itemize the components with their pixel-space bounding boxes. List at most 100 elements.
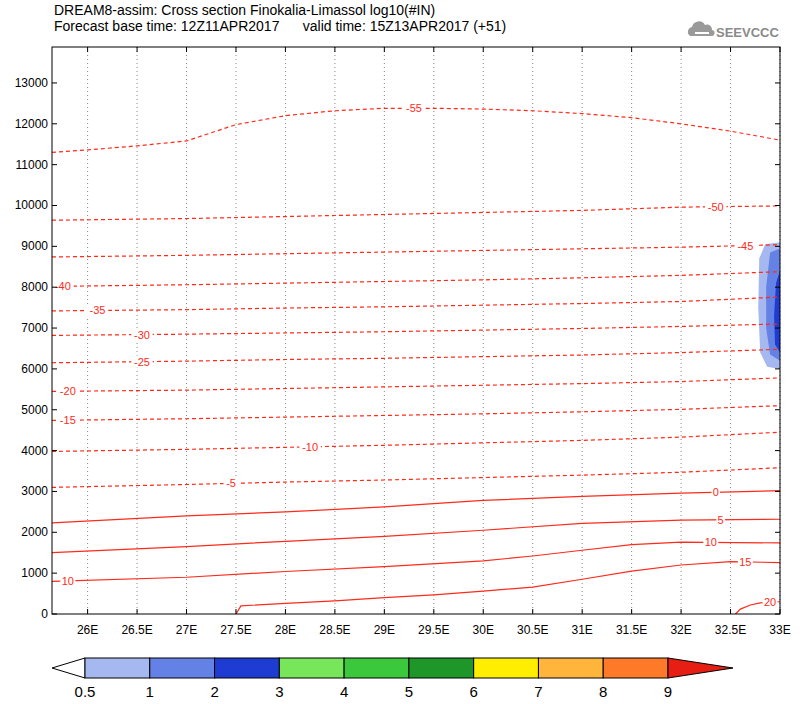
x-tick — [384, 609, 385, 614]
plot-area — [52, 108, 780, 614]
y-tick — [775, 614, 780, 615]
x-tick — [235, 609, 236, 614]
grid-line — [532, 47, 533, 614]
x-tick — [483, 609, 484, 614]
contour-label-bg — [735, 240, 757, 252]
x-tick — [334, 47, 335, 52]
y-tick — [775, 409, 780, 410]
y-tick — [775, 123, 780, 124]
contour-line — [236, 562, 780, 614]
x-tick — [582, 609, 583, 614]
colorbar-segment — [150, 658, 215, 678]
grid-line — [384, 47, 385, 614]
y-tick-label: 10000 — [15, 198, 49, 212]
x-tick — [681, 47, 682, 52]
contour-label-bg — [52, 280, 73, 292]
x-tick — [186, 609, 187, 614]
y-tick-label: 13000 — [15, 76, 49, 90]
colorbar-arrow — [668, 658, 733, 678]
contour-label: 20 — [764, 596, 776, 608]
x-tick — [137, 609, 138, 614]
contour-label: 0 — [713, 486, 719, 498]
y-tick — [52, 573, 57, 574]
x-tick — [186, 47, 187, 52]
y-tick — [52, 328, 57, 329]
x-tick-label: 31.5E — [616, 623, 647, 637]
contour-line — [52, 297, 780, 311]
contour-label-bg — [711, 486, 720, 498]
y-tick-label: 9000 — [21, 239, 48, 253]
contour-line — [52, 542, 780, 581]
y-tick — [52, 123, 57, 124]
y-tick-label: 6000 — [21, 362, 48, 376]
y-tick — [775, 491, 780, 492]
x-tick-label: 31E — [571, 623, 592, 637]
x-tick — [582, 47, 583, 52]
contour-label: 10 — [705, 536, 717, 548]
y-tick-label: 5000 — [21, 403, 48, 417]
colorbar-arrow — [52, 658, 85, 678]
grid-line — [334, 47, 335, 614]
contour-label-bg — [299, 441, 321, 453]
colorbar-segment — [603, 658, 668, 678]
plot-frame — [52, 47, 780, 614]
x-tick — [631, 47, 632, 52]
contour-label-bg — [703, 536, 718, 548]
x-tick — [334, 609, 335, 614]
colorbar-segment — [474, 658, 539, 678]
contour-label: -55 — [406, 102, 422, 114]
y-tick-label: 8000 — [21, 280, 48, 294]
x-tick-label: 26.5E — [121, 623, 152, 637]
colorbar-segment — [279, 658, 344, 678]
x-tick-label: 33E — [769, 623, 790, 637]
subtitle: Forecast base time: 12Z11APR2017 valid t… — [54, 18, 506, 34]
colorbar-label: 4 — [340, 683, 348, 700]
grid-line — [186, 47, 187, 614]
contour-line — [52, 324, 780, 335]
colorbar-label: 1 — [146, 683, 154, 700]
colorbar-label: 0.5 — [75, 683, 96, 700]
contour-label: -35 — [90, 304, 106, 316]
x-tick — [87, 47, 88, 52]
contour-label-bg — [60, 575, 75, 587]
y-tick — [52, 409, 57, 410]
contour-label-bg — [131, 356, 153, 368]
x-tick — [235, 47, 236, 52]
chart: DREAM8-assim: Cross section Finokalia-Li… — [0, 0, 800, 704]
contour-line — [52, 378, 780, 391]
grid-line — [87, 47, 88, 614]
colorbar-label: 8 — [599, 683, 607, 700]
y-tick — [775, 573, 780, 574]
y-tick — [52, 368, 57, 369]
contour-label-bg — [57, 385, 79, 397]
contour-line — [52, 245, 780, 257]
x-tick — [780, 609, 781, 614]
logo-icon — [688, 21, 715, 36]
colorbar-segment — [85, 658, 150, 678]
y-tick — [52, 82, 57, 83]
y-tick — [775, 368, 780, 369]
y-tick-label: 3000 — [21, 484, 48, 498]
y-tick — [52, 532, 57, 533]
colorbar-segment — [215, 658, 280, 678]
contour-label: -30 — [134, 329, 150, 341]
logo-icon-line — [695, 32, 709, 34]
x-tick — [532, 609, 533, 614]
y-tick-label: 1000 — [21, 566, 48, 580]
contour-label-bg — [131, 329, 153, 341]
y-tick-label: 12000 — [15, 117, 49, 131]
y-tick — [775, 328, 780, 329]
x-tick-label: 28E — [275, 623, 296, 637]
y-tick — [775, 164, 780, 165]
contour-line — [52, 349, 780, 362]
y-tick — [775, 205, 780, 206]
grid-line — [681, 47, 682, 614]
contour-label: 5 — [718, 514, 724, 526]
colorbar-label: 7 — [534, 683, 542, 700]
contour-label: 10 — [62, 575, 74, 587]
contour-label: -20 — [60, 385, 76, 397]
x-tick — [285, 47, 286, 52]
y-tick — [775, 246, 780, 247]
y-tick — [52, 246, 57, 247]
contour-line — [52, 491, 780, 523]
